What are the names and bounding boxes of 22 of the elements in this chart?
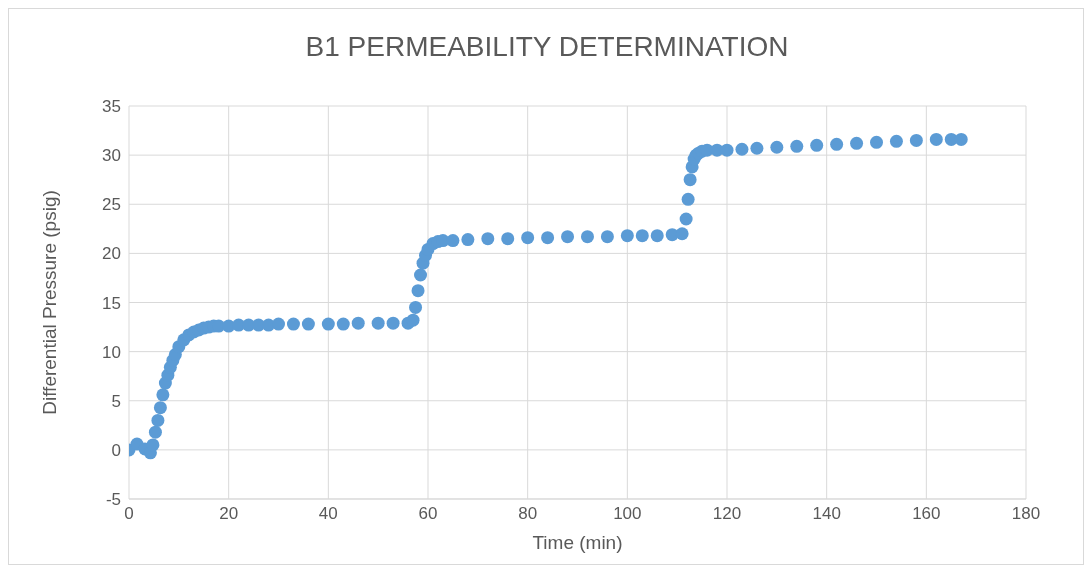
y-tick-label: 30 — [102, 146, 121, 166]
x-tick-label: 100 — [613, 504, 642, 524]
y-tick-label: 25 — [102, 195, 121, 215]
y-tick-label: 35 — [102, 97, 121, 117]
x-tick-label: 180 — [1011, 504, 1041, 524]
x-tick-label: 120 — [712, 504, 742, 524]
x-tick-label: 40 — [318, 504, 338, 524]
y-tick-label: 10 — [102, 342, 121, 362]
x-tick-label: 20 — [219, 504, 239, 524]
y-tick-label: 5 — [111, 391, 121, 411]
x-tick-label: 0 — [124, 504, 134, 524]
chart-title: B1 PERMEABILITY DETERMINATION — [304, 31, 790, 63]
y-axis-title: Differential Pressure (psig) — [38, 190, 60, 415]
x-tick-label: 60 — [418, 504, 438, 524]
y-tick-label: 0 — [111, 440, 121, 460]
x-tick-label: 140 — [812, 504, 841, 524]
x-tick-label: 160 — [912, 504, 941, 524]
x-tick-label: 80 — [518, 504, 538, 524]
x-axis-title: Time (min) — [532, 532, 623, 553]
y-tick-label: 15 — [102, 293, 121, 313]
y-tick-label: 20 — [102, 244, 121, 264]
y-tick-label: -5 — [105, 490, 121, 510]
